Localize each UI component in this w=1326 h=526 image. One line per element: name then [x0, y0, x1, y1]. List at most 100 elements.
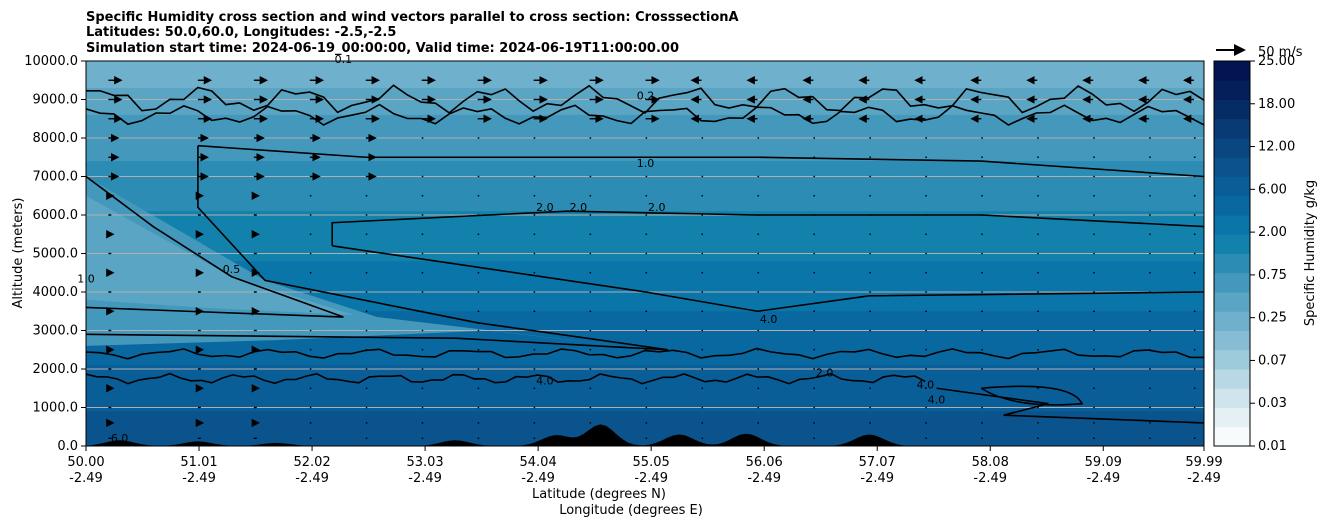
y-axis-label: Altitude (meters) [11, 198, 26, 309]
contour-4.0-loop [980, 385, 1084, 406]
x-tick-label-lon: -2.49 [747, 471, 781, 486]
x-tick-label-lon: -2.49 [521, 471, 555, 486]
colorbar-segment [1214, 292, 1250, 312]
colorbar-tick-label: 25.00 [1258, 54, 1295, 69]
y-tick-label: 1000.0 [33, 401, 79, 416]
colorbar-segment [1214, 80, 1250, 100]
colorbar-segment [1214, 195, 1250, 216]
colorbar-tick-label: 0.07 [1258, 353, 1287, 368]
x-tick-label-lon: -2.49 [295, 471, 329, 486]
x-tick-label-lon: -2.49 [182, 471, 216, 486]
quiver-key-label: 50 m/s [1258, 45, 1303, 60]
contour-0.2 [86, 103, 1204, 126]
wind-vectors [106, 76, 1196, 439]
contour-label-6: 2.0 [570, 201, 588, 214]
contour-label-2: 0.5 [223, 263, 241, 276]
quiver-key: 50 m/s [1216, 44, 1303, 60]
contour-2.0-mid [332, 245, 1204, 313]
colorbar-tick-label: 0.03 [1258, 396, 1287, 411]
colorbar-tick-label: 12.00 [1258, 140, 1295, 155]
contour-label-12: 4.0 [928, 394, 946, 407]
dry-core [86, 195, 355, 316]
plot-area [86, 61, 1204, 446]
colorbar-segment [1214, 176, 1250, 197]
colorbar-segment [1214, 138, 1250, 158]
y-tick-label: 7000.0 [33, 170, 79, 185]
x-tick-label-lat: 54.04 [520, 455, 557, 470]
contour-2.0-upper [331, 210, 1204, 246]
colorbar-segment [1214, 253, 1250, 274]
contour-4.0-b [936, 387, 1204, 424]
contour-0.1 [86, 84, 1204, 114]
contour-label-10: 4.0 [760, 313, 778, 326]
contour-4.0-a [86, 372, 926, 385]
contour-label-13: 6.0 [111, 432, 129, 445]
y-axis-ticks: 0.0 1000.0 2000.0 3000.0 4000.0 5000.0 6000.0 7… [24, 54, 86, 454]
colorbar-segment [1214, 388, 1250, 408]
colorbar-segment [1214, 349, 1250, 370]
x-tick-label-lon: -2.49 [1086, 471, 1120, 486]
x-tick-label-lat: 59.99 [1185, 455, 1222, 470]
x-tick-label-lon: -2.49 [1187, 471, 1221, 486]
humidity-band-8 [86, 411, 1204, 446]
colorbar-segment [1214, 426, 1250, 447]
colorbar-segment [1214, 311, 1250, 331]
title-line-3: Simulation start time: 2024-06-19_00:00:… [86, 41, 679, 56]
y-tick-label: 6000.0 [33, 208, 79, 223]
x-tick-label-lon: -2.49 [860, 471, 894, 486]
y-tick-label: 5000.0 [33, 247, 79, 262]
colorbar-segment [1214, 157, 1250, 177]
contour-2.0-lower [86, 347, 1204, 360]
colorbar-tick-label: 6.00 [1258, 182, 1287, 197]
contour-labels: 0.1 0.2 0.5 1.0 1.0 2.0 2.0 2.0 2.0 4.0 4.0 4.0 4.0 6… [77, 53, 945, 445]
x-tick-label-lon: -2.49 [69, 471, 103, 486]
x-axis-label-latitude: Latitude (degrees N) [532, 487, 666, 502]
contour-label-3: 1.0 [637, 157, 655, 170]
humidity-contours [86, 84, 1204, 424]
contour-label-1: 0.2 [637, 90, 655, 103]
contour-label-7: 2.0 [648, 201, 666, 214]
x-tick-label-lat: 55.05 [633, 455, 670, 470]
contour-label-4: 1.0 [77, 272, 95, 285]
contour-label-11: 4.0 [917, 378, 935, 391]
x-tick-label-lat: 57.07 [859, 455, 896, 470]
colorbar-segment [1214, 272, 1250, 293]
colorbar-segment [1214, 99, 1250, 120]
contour-0.5 [86, 175, 344, 318]
humidity-fill-bands [86, 61, 1204, 446]
x-tick-label-lat: 53.03 [406, 455, 443, 470]
title-line-2: Latitudes: 50.0,60.0, Longitudes: -2.5,-… [86, 25, 396, 40]
colorbar-segment [1214, 61, 1250, 81]
x-tick-label-lat: 59.09 [1085, 455, 1122, 470]
y-tick-label: 9000.0 [33, 93, 79, 108]
colorbar-tick-label: 18.00 [1258, 97, 1295, 112]
colorbar-segment [1214, 234, 1250, 254]
x-tick-label-lon: -2.49 [408, 471, 442, 486]
terrain [86, 424, 1204, 446]
colorbar-segment [1214, 407, 1250, 428]
x-tick-label-lat: 51.01 [180, 455, 217, 470]
y-tick-label: 8000.0 [33, 131, 79, 146]
contour-label-0: 0.1 [335, 53, 353, 66]
contour-label-8: 2.0 [816, 367, 834, 380]
colorbar-ticks: 0.01 0.03 0.07 0.25 0.75 2.00 6.00 12.00 18.00 25… [1250, 54, 1295, 454]
colorbar-tick-label: 0.25 [1258, 311, 1287, 326]
x-tick-label-lat: 50.00 [67, 455, 104, 470]
x-axis-label-longitude: Longitude (degrees E) [559, 503, 703, 518]
x-axis-ticks: 50.00-2.4951.01-2.4952.02-2.4953.03-2.49… [67, 446, 1223, 486]
colorbar-tick-label: 2.00 [1258, 225, 1287, 240]
y-tick-label: 4000.0 [33, 285, 79, 300]
y-tick-label: 10000.0 [24, 54, 78, 69]
colorbar-label: Specific Humidity g/kg [1303, 180, 1318, 326]
x-tick-label-lon: -2.49 [634, 471, 668, 486]
gridlines [86, 61, 1204, 446]
x-tick-label-lat: 52.02 [293, 455, 330, 470]
y-tick-label: 3000.0 [33, 324, 79, 339]
colorbar-tick-label: 0.75 [1258, 268, 1287, 283]
colorbar [1213, 60, 1251, 447]
x-tick-label-lon: -2.49 [973, 471, 1007, 486]
colorbar-segment [1214, 369, 1250, 389]
x-tick-label-lat: 56.06 [746, 455, 783, 470]
contour-1.0-lower [86, 145, 669, 351]
